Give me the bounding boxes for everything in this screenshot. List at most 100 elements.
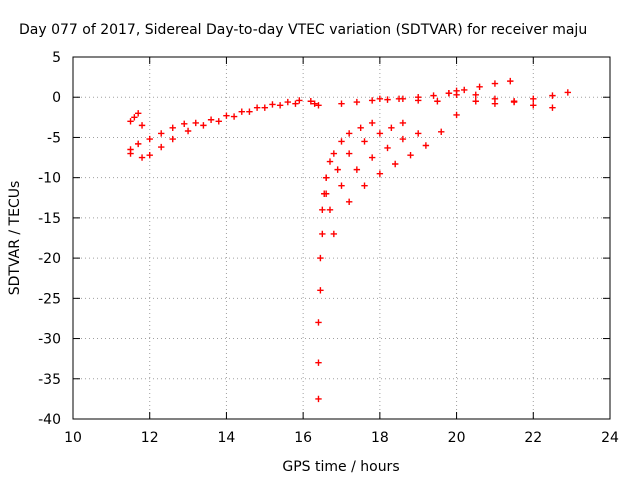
data-point	[200, 122, 207, 129]
series-arc-c-lower	[376, 89, 572, 107]
data-point	[315, 319, 322, 326]
data-point	[491, 95, 499, 103]
plot-frame	[72, 56, 611, 420]
data-point	[127, 150, 134, 157]
data-point	[284, 98, 291, 106]
data-point	[338, 138, 345, 145]
y-tick-label: -15	[38, 211, 61, 227]
x-tick-label: 16	[294, 430, 312, 446]
data-point	[230, 113, 238, 120]
series-gap-points	[307, 98, 322, 109]
data-point	[345, 150, 353, 157]
data-point	[368, 119, 376, 127]
data-point	[311, 100, 318, 107]
x-tick-label: 14	[218, 430, 236, 446]
data-point	[345, 198, 353, 205]
data-point	[135, 140, 142, 148]
data-points	[127, 77, 572, 403]
data-point	[184, 127, 192, 135]
data-point	[530, 95, 537, 103]
data-point	[384, 144, 391, 152]
data-point	[338, 100, 345, 107]
data-point	[422, 142, 430, 149]
data-point	[326, 206, 334, 214]
y-tick-label: -10	[38, 171, 61, 187]
data-point	[317, 287, 324, 294]
data-point	[315, 395, 322, 403]
series-arc-a-upper	[127, 97, 303, 153]
x-axis-label: GPS time / hours	[282, 459, 399, 475]
data-point	[146, 151, 153, 159]
data-point	[315, 102, 322, 109]
data-point	[510, 98, 518, 106]
data-point	[138, 122, 146, 129]
data-point	[322, 174, 330, 181]
x-tick-label: 18	[371, 430, 389, 446]
data-point	[319, 230, 326, 238]
series-arc-a-scatter	[127, 110, 146, 129]
data-point	[388, 124, 395, 131]
series-arc-c-upper	[338, 77, 514, 107]
series-arc-c-tail	[453, 87, 556, 111]
data-point	[476, 83, 483, 90]
x-tick-label: 10	[64, 430, 82, 446]
data-point	[461, 86, 468, 94]
data-point	[330, 230, 338, 238]
y-tick-label: -30	[38, 332, 61, 348]
data-point	[135, 110, 142, 117]
data-point	[158, 143, 165, 151]
series-arc-b-rise-4	[330, 111, 460, 238]
y-tick-label: -40	[38, 412, 61, 428]
data-point	[315, 359, 322, 366]
data-point	[368, 154, 376, 161]
x-tick-label: 20	[448, 430, 466, 446]
data-point	[261, 104, 268, 111]
data-point	[361, 138, 368, 145]
data-point	[181, 120, 188, 127]
data-point	[472, 98, 479, 105]
data-point	[296, 97, 303, 104]
data-point	[322, 190, 330, 197]
data-point	[246, 108, 253, 115]
data-point	[146, 135, 153, 143]
data-point	[292, 100, 299, 107]
y-tick-label: -25	[38, 291, 61, 307]
data-point	[238, 108, 245, 115]
data-point	[415, 97, 422, 104]
series-arc-b-descent	[315, 158, 334, 403]
data-point	[407, 151, 414, 159]
data-point	[353, 98, 361, 106]
data-point	[334, 166, 341, 173]
data-point	[127, 118, 134, 125]
series-arc-b-rise-2	[322, 119, 407, 197]
data-point	[169, 124, 176, 131]
data-point	[269, 101, 276, 108]
data-point	[399, 119, 407, 127]
data-point	[138, 154, 146, 161]
data-point	[491, 80, 499, 87]
data-point	[357, 124, 364, 131]
data-point	[453, 111, 460, 119]
data-point	[368, 97, 376, 104]
data-point	[549, 104, 556, 111]
data-point	[415, 130, 422, 137]
data-point	[472, 91, 479, 99]
y-tick-label: -35	[38, 372, 61, 388]
data-point	[430, 92, 437, 99]
x-tick-label: 24	[601, 430, 619, 446]
series-arc-b-rise-3	[326, 130, 422, 214]
data-point	[445, 90, 453, 97]
data-point	[169, 135, 176, 143]
series-arc-a-lower	[127, 100, 299, 161]
data-point	[507, 77, 514, 85]
data-point	[384, 96, 391, 103]
y-tick-label: 0	[52, 90, 61, 106]
data-point	[434, 98, 441, 105]
data-point	[158, 130, 165, 137]
tick-labels: 10 12 14 16 18 20 22 24 5 0 -5 -10 -15 -20 -25 -30 -35 -4…	[38, 50, 619, 446]
data-point	[564, 89, 572, 96]
data-point	[319, 206, 326, 214]
data-point	[376, 170, 384, 177]
data-point	[307, 98, 315, 105]
data-point	[361, 182, 368, 189]
